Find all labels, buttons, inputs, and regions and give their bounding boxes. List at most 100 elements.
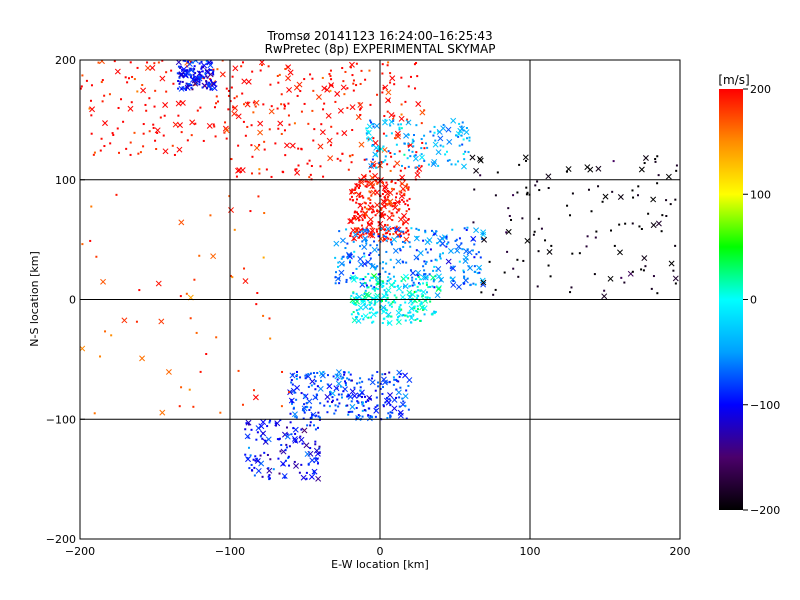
data-point-x: [265, 436, 272, 443]
data-point: [353, 302, 356, 305]
data-point: [131, 75, 134, 78]
data-point-x: [435, 286, 442, 293]
data-point: [327, 383, 330, 386]
data-point: [139, 151, 142, 154]
data-point: [384, 118, 387, 121]
data-point: [416, 273, 419, 276]
colorbar-tick-label: 0: [750, 294, 757, 307]
x-tick-label: −200: [65, 545, 95, 558]
data-point: [367, 272, 370, 275]
data-point: [365, 207, 368, 210]
data-point: [310, 416, 313, 419]
data-point: [402, 223, 405, 226]
data-point-x: [408, 305, 415, 312]
data-point: [462, 138, 465, 141]
data-point: [365, 158, 368, 161]
data-point-x: [338, 269, 345, 276]
data-point: [370, 377, 373, 380]
data-point-x: [255, 425, 262, 432]
data-point: [569, 291, 572, 294]
data-point: [361, 194, 364, 197]
data-point-x: [380, 376, 387, 383]
data-point: [340, 385, 343, 388]
data-point-x: [356, 293, 363, 300]
data-point-x: [412, 155, 419, 162]
x-tick-label: 0: [377, 545, 384, 558]
data-point-x: [358, 179, 365, 186]
data-point: [286, 65, 289, 68]
data-point: [578, 252, 581, 255]
data-point: [432, 280, 435, 283]
data-point: [363, 255, 366, 258]
data-point: [359, 245, 362, 248]
data-point-x: [357, 256, 364, 262]
data-point-x: [286, 86, 293, 93]
data-point: [384, 235, 387, 238]
data-point-x: [388, 112, 395, 119]
data-point-x: [373, 122, 380, 129]
data-point: [302, 417, 305, 420]
data-point: [162, 134, 165, 137]
data-point: [389, 72, 392, 75]
data-point-x: [114, 68, 121, 75]
data-point: [314, 440, 317, 443]
data-point-x: [367, 232, 374, 238]
data-point: [354, 217, 357, 220]
data-point-x: [406, 289, 413, 296]
data-point: [312, 371, 315, 374]
data-point: [379, 382, 382, 385]
data-point: [157, 61, 160, 64]
data-point: [447, 241, 450, 244]
data-point: [414, 278, 417, 281]
data-point-x: [385, 97, 392, 104]
data-point-x: [317, 143, 324, 150]
data-point: [398, 405, 401, 408]
data-point: [370, 284, 373, 287]
data-point: [339, 159, 342, 162]
data-point-x: [159, 409, 166, 416]
data-point: [299, 435, 302, 438]
data-point: [415, 124, 418, 127]
data-point-x: [329, 390, 336, 397]
data-point-x: [672, 275, 679, 282]
data-point: [393, 202, 396, 205]
data-point: [361, 240, 364, 243]
data-point-x: [341, 130, 348, 137]
data-point: [432, 278, 435, 281]
data-point: [507, 207, 510, 210]
data-point: [394, 182, 397, 185]
data-point: [252, 389, 255, 392]
data-point: [231, 276, 234, 279]
data-point: [178, 76, 181, 79]
data-point: [357, 401, 360, 404]
data-point: [280, 93, 283, 96]
data-point: [250, 428, 253, 431]
data-point: [205, 353, 208, 356]
data-point: [334, 276, 337, 279]
data-point: [290, 379, 293, 382]
data-point: [402, 400, 405, 403]
data-point: [413, 305, 416, 308]
data-point-x: [440, 125, 447, 132]
data-point: [351, 74, 354, 77]
data-point: [351, 154, 354, 157]
data-point: [410, 227, 413, 230]
data-point-x: [304, 451, 311, 458]
data-point-x: [602, 193, 609, 200]
data-point: [385, 282, 388, 285]
data-point: [266, 425, 269, 428]
data-point: [419, 283, 422, 286]
data-point: [277, 438, 280, 441]
data-point: [389, 411, 392, 414]
data-point: [178, 82, 181, 85]
data-point: [90, 84, 93, 87]
data-point: [395, 378, 398, 381]
data-point: [411, 150, 414, 153]
data-point: [375, 154, 378, 157]
data-point: [374, 406, 377, 409]
data-point-x: [277, 120, 284, 127]
data-point-x: [372, 140, 379, 146]
data-point: [215, 102, 218, 105]
data-point-x: [257, 129, 264, 136]
data-point: [503, 271, 506, 274]
